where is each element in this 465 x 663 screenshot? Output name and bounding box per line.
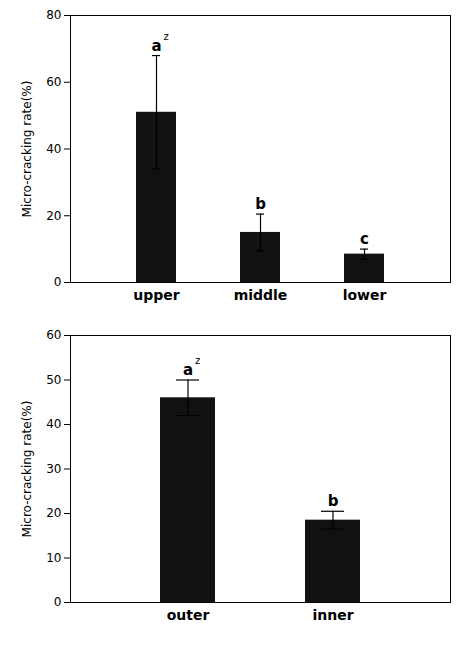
svg-text:Micro-cracking rate(%): Micro-cracking rate(%) [20,81,34,218]
svg-text:20: 20 [46,506,61,520]
svg-text:c: c [360,230,369,248]
svg-text:inner: inner [312,607,353,623]
svg-text:0: 0 [54,595,62,609]
svg-text:40: 40 [46,142,61,156]
svg-text:40: 40 [46,417,61,431]
svg-text:upper: upper [133,287,180,303]
svg-text:0: 0 [54,275,62,289]
svg-text:a: a [151,37,161,55]
svg-text:outer: outer [167,607,210,623]
svg-text:80: 80 [46,8,61,22]
svg-text:50: 50 [46,373,61,387]
svg-text:lower: lower [343,287,387,303]
svg-text:20: 20 [46,209,61,223]
svg-text:z: z [195,355,200,366]
svg-text:z: z [164,31,169,42]
svg-text:b: b [328,492,339,510]
svg-text:middle: middle [234,287,288,303]
svg-text:60: 60 [46,328,61,342]
svg-text:60: 60 [46,75,61,89]
svg-text:10: 10 [46,551,61,565]
svg-text:a: a [183,361,193,379]
svg-text:30: 30 [46,462,61,476]
svg-text:Micro-cracking rate(%): Micro-cracking rate(%) [20,401,34,538]
svg-text:b: b [255,195,266,213]
